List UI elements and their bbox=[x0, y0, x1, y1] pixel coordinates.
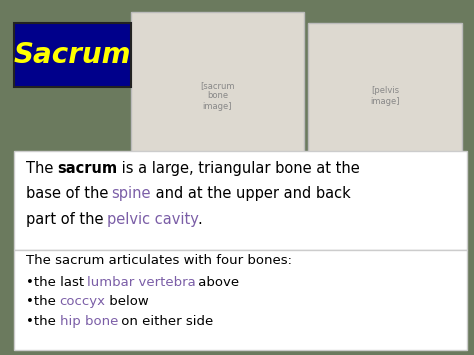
FancyBboxPatch shape bbox=[14, 151, 467, 250]
FancyBboxPatch shape bbox=[14, 23, 131, 87]
Text: below: below bbox=[105, 295, 149, 308]
Text: .: . bbox=[197, 212, 202, 226]
Text: spine: spine bbox=[112, 186, 151, 201]
Text: on either side: on either side bbox=[117, 315, 213, 328]
Text: •the: •the bbox=[26, 315, 60, 328]
FancyBboxPatch shape bbox=[131, 12, 304, 179]
Text: The: The bbox=[26, 161, 58, 176]
Text: hip bone: hip bone bbox=[60, 315, 118, 328]
Text: •the: •the bbox=[26, 295, 60, 308]
FancyBboxPatch shape bbox=[14, 250, 467, 350]
Text: [pelvis
image]: [pelvis image] bbox=[371, 86, 400, 105]
Text: •the last: •the last bbox=[26, 276, 88, 289]
Text: The sacrum articulates with four bones:: The sacrum articulates with four bones: bbox=[26, 255, 292, 267]
Text: [sacrum
bone
image]: [sacrum bone image] bbox=[200, 81, 235, 111]
Text: Sacrum: Sacrum bbox=[14, 41, 131, 69]
Text: coccyx: coccyx bbox=[60, 295, 106, 308]
Text: pelvic cavity: pelvic cavity bbox=[107, 212, 199, 226]
FancyBboxPatch shape bbox=[308, 23, 462, 169]
Text: sacrum: sacrum bbox=[57, 161, 118, 176]
Text: is a large, triangular bone at the: is a large, triangular bone at the bbox=[117, 161, 359, 176]
Text: base of the: base of the bbox=[26, 186, 113, 201]
Text: lumbar vertebra: lumbar vertebra bbox=[87, 276, 196, 289]
Text: above: above bbox=[194, 276, 239, 289]
Text: part of the: part of the bbox=[26, 212, 108, 226]
Text: and at the upper and back: and at the upper and back bbox=[151, 186, 350, 201]
